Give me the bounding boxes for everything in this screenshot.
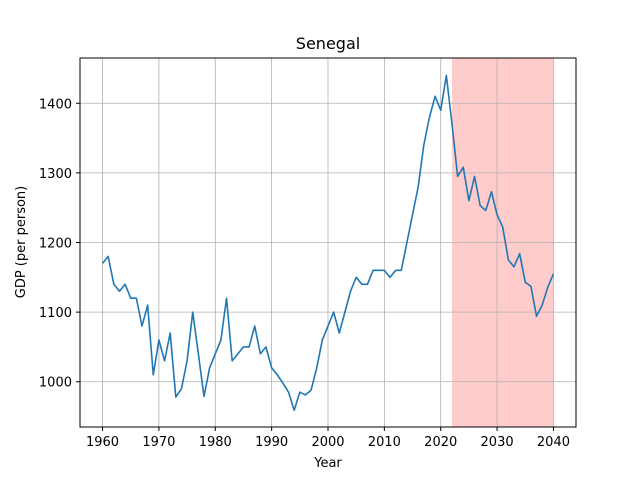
x-tick-label: 2040: [537, 435, 570, 450]
x-tick-label: 1970: [142, 435, 175, 450]
x-tick-label: 1960: [86, 435, 119, 450]
plot-area: 1960 1970 1980 1990 2000 2010 2020 2030 2040 1000…: [39, 57, 577, 450]
x-tick-label: 2010: [368, 435, 401, 450]
chart-title: Senegal: [296, 34, 360, 53]
x-tick-label: 1990: [255, 435, 288, 450]
y-tick-label: 1400: [39, 97, 72, 112]
y-tick-label: 1000: [39, 376, 72, 391]
x-tick-label: 2000: [311, 435, 344, 450]
series-line: [101, 74, 555, 412]
y-tick-label: 1100: [39, 306, 72, 321]
x-tick-label: 1980: [199, 435, 232, 450]
y-axis-title: GDP (per person): [14, 186, 29, 299]
y-tick-label: 1300: [39, 167, 72, 182]
y-tick-label: 1200: [39, 237, 72, 252]
x-tick-label: 2020: [424, 435, 457, 450]
x-tick-label: 2030: [481, 435, 514, 450]
x-axis-title: Year: [313, 456, 342, 471]
